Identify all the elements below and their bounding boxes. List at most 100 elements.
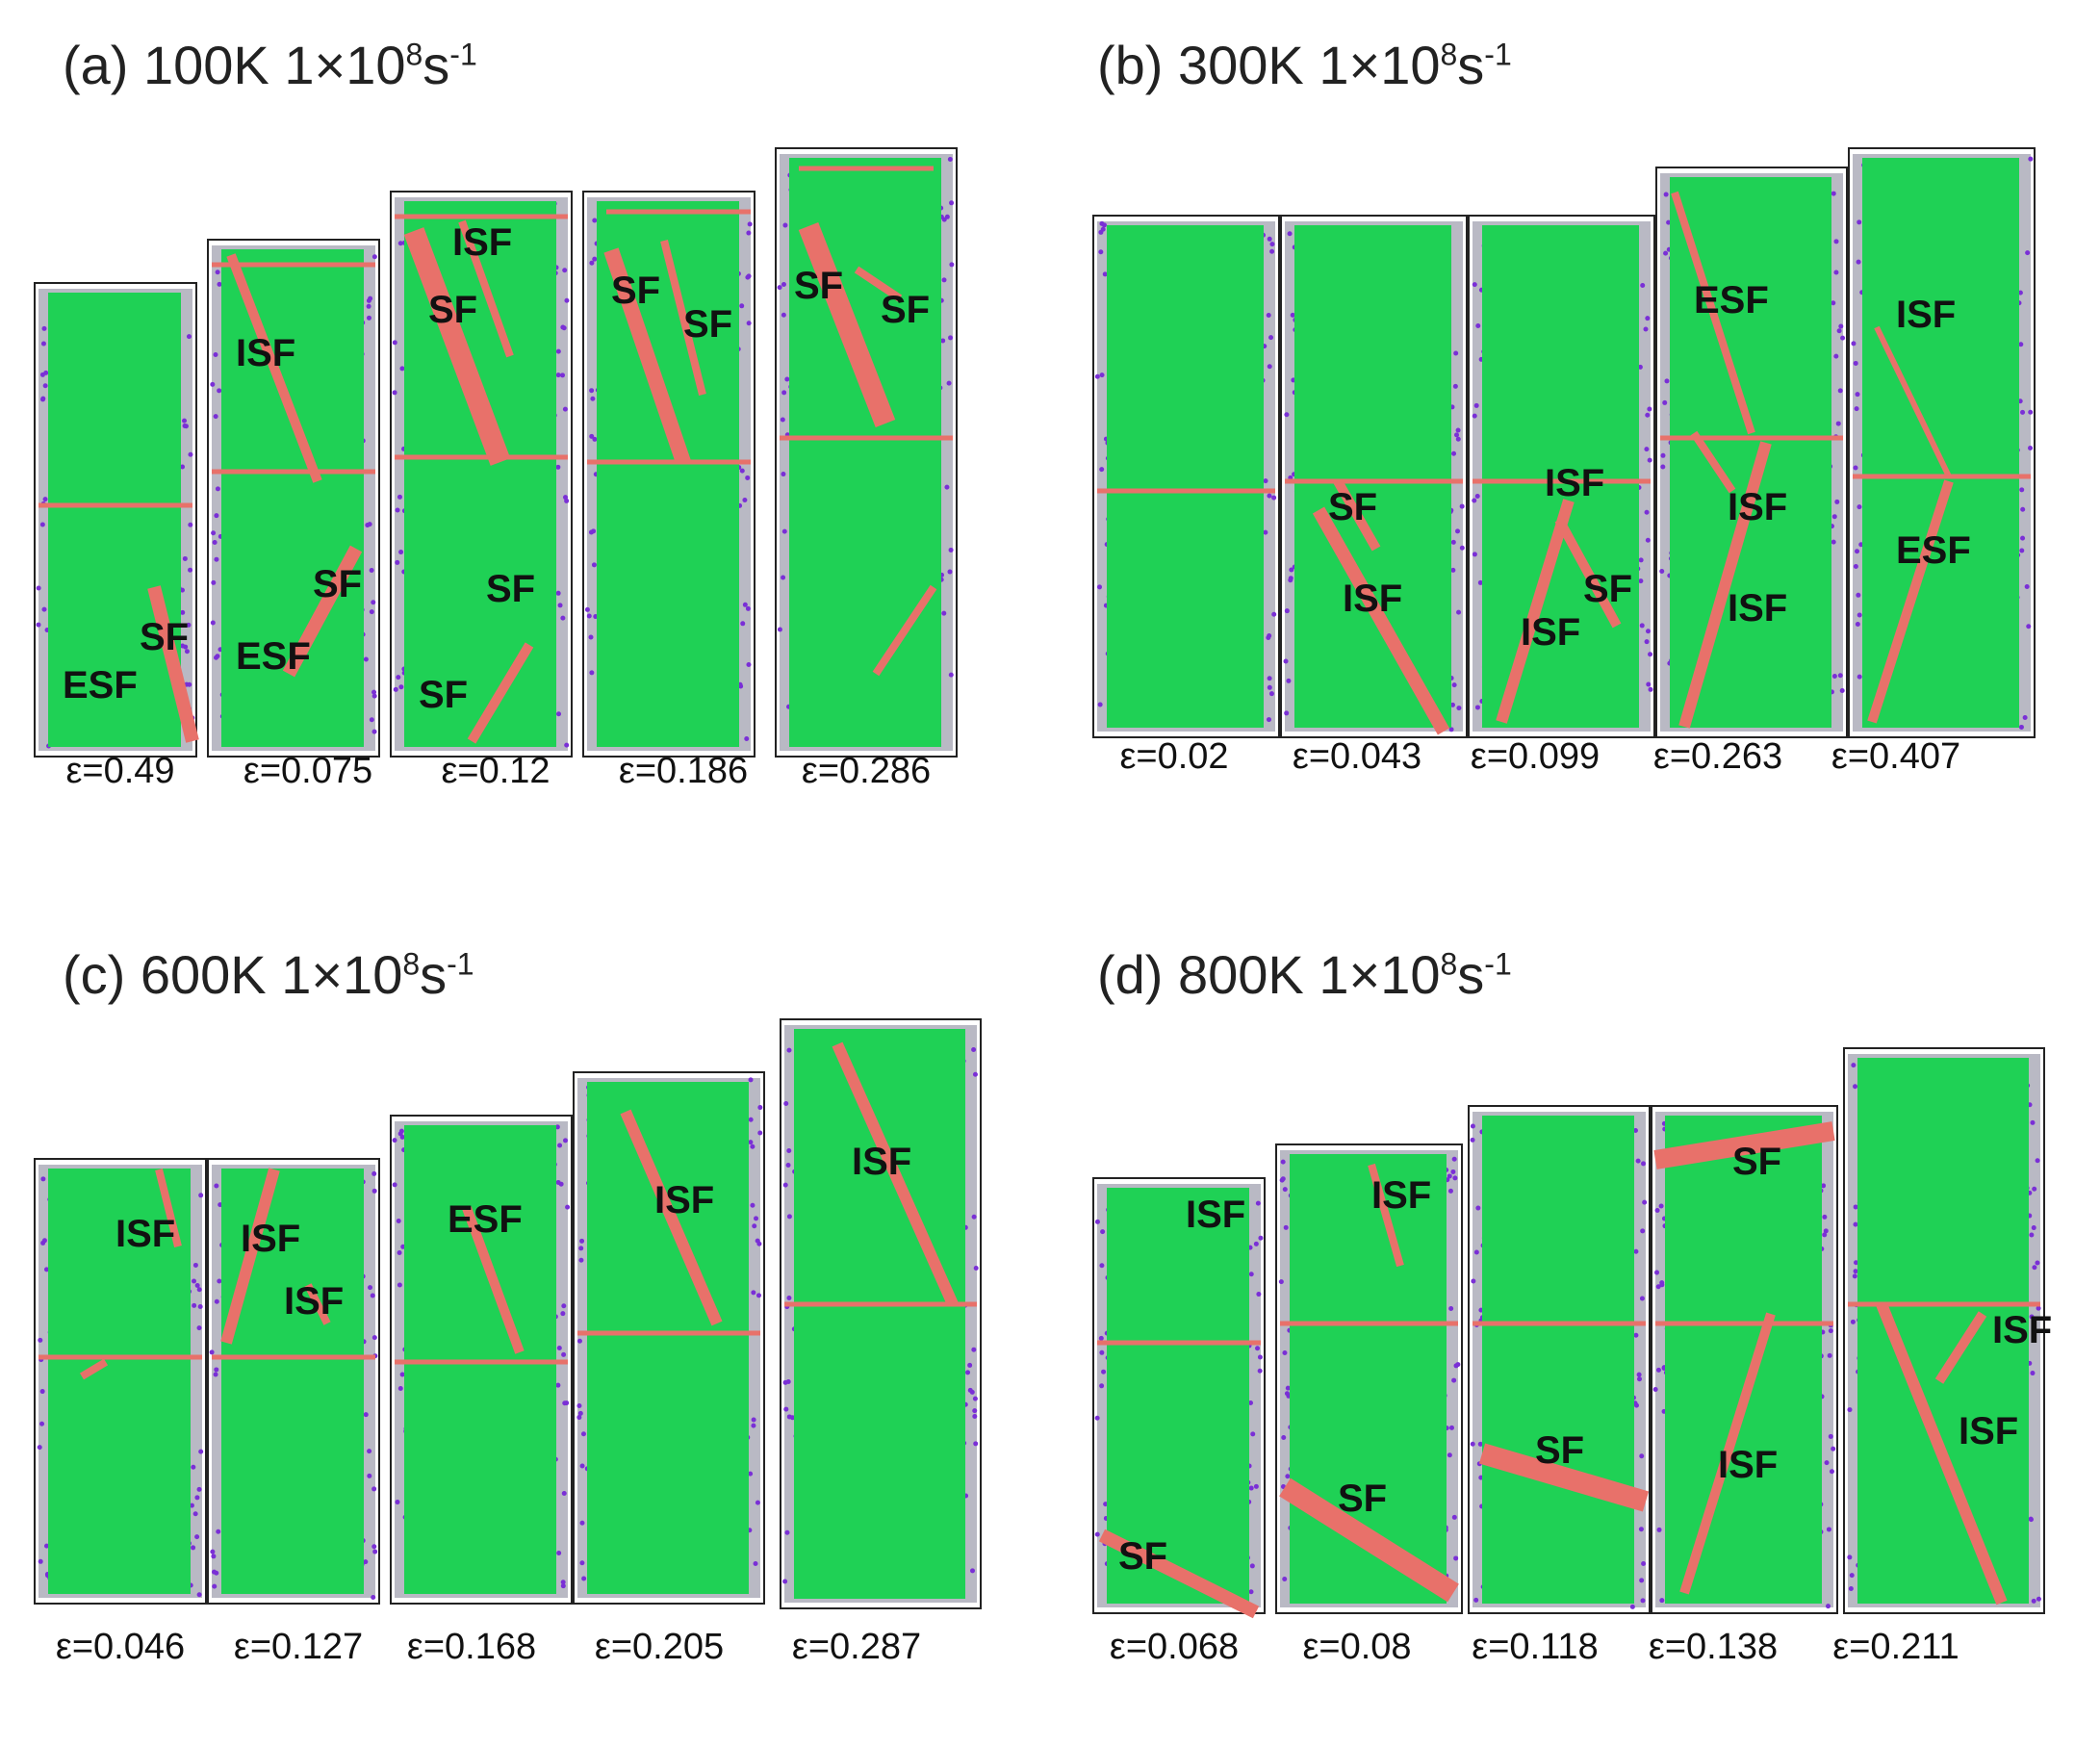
defect-atom — [1452, 1515, 1457, 1520]
defect-atom — [393, 340, 397, 345]
atomistic-snapshot: ISFSFISF — [1469, 216, 1654, 737]
defect-label: ISF — [1545, 462, 1604, 504]
defect-label: ISF — [1992, 1309, 2052, 1351]
defect-atom — [2019, 548, 2024, 552]
defect-atom — [745, 475, 750, 480]
defect-atom — [1655, 1208, 1660, 1213]
defect-atom — [739, 303, 744, 308]
defect-atom — [397, 1282, 402, 1287]
defect-atom — [2020, 410, 2025, 415]
defect-atom — [1641, 1598, 1646, 1603]
defect-atom — [187, 334, 192, 339]
panel-c: (c) 600K 1×108s-1 ISF ISF ISF ESF ISF ISF ε=0… — [10, 919, 1030, 1747]
defect-atom — [750, 1144, 755, 1149]
defect-atom — [1103, 271, 1108, 276]
defect-atom — [1645, 639, 1650, 644]
defect-atom — [212, 1570, 217, 1575]
panel-b: (b) 300K 1×108s-1 SF ISF ISF SF ISF ESF ISF ISF… — [1059, 10, 2079, 837]
defect-atom — [184, 424, 189, 428]
defect-atom — [216, 486, 220, 491]
defect-atom — [1834, 239, 1839, 244]
atomistic-snapshot: ISFESF — [1849, 148, 2035, 737]
defect-atom — [591, 528, 596, 533]
defect-atom — [368, 296, 372, 301]
defect-atom — [1473, 414, 1477, 419]
defect-atom — [210, 382, 215, 387]
defect-atom — [198, 1450, 203, 1454]
defect-atom — [2019, 725, 2024, 730]
fcc-region — [1862, 158, 2019, 728]
defect-atom — [1268, 335, 1273, 340]
atomistic-snapshot: SF SF — [776, 148, 957, 757]
defect-atom — [1099, 1383, 1104, 1388]
defect-label: ESF — [236, 635, 311, 678]
defect-atom — [945, 215, 950, 219]
defect-atom — [1095, 1532, 1100, 1537]
defect-atom — [1639, 1453, 1644, 1458]
defect-atom — [2029, 1517, 2034, 1522]
defect-atom — [1826, 1604, 1831, 1608]
defect-atom — [781, 576, 785, 580]
defect-atom — [947, 570, 952, 575]
defect-atom — [973, 1441, 978, 1446]
atomistic-snapshot: SFISF — [1652, 1106, 1837, 1613]
defect-atom — [563, 407, 568, 412]
defect-atom — [394, 687, 398, 692]
defect-atom — [562, 325, 567, 330]
defect-atom — [215, 1299, 219, 1304]
defect-atom — [751, 1424, 755, 1428]
defect-atom — [1282, 1350, 1287, 1355]
defect-atom — [1831, 192, 1836, 196]
atomistic-snapshot: ISFSFSFSF — [391, 192, 572, 757]
defect-atom — [1095, 1220, 1100, 1224]
defect-atom — [1657, 1528, 1662, 1532]
defect-atom — [1822, 1215, 1827, 1220]
defect-atom — [1833, 354, 1838, 359]
defect-label: SF — [1338, 1477, 1387, 1520]
fcc-region — [1482, 1116, 1634, 1604]
defect-atom — [1653, 1387, 1658, 1392]
defect-atom — [1449, 727, 1454, 732]
atomistic-snapshot: ISFISF — [1844, 1048, 2052, 1613]
defect-atom — [1284, 710, 1289, 715]
defect-atom — [1847, 1554, 1852, 1559]
defect-label: SF — [419, 674, 468, 716]
defect-atom — [191, 1545, 195, 1550]
defect-label: ISF — [284, 1280, 344, 1323]
defect-label: SF — [683, 303, 732, 346]
defect-atom — [1286, 679, 1291, 683]
defect-label: ISF — [452, 221, 512, 264]
defect-atom — [217, 282, 221, 287]
defect-atom — [1453, 384, 1458, 389]
defect-label: ISF — [1728, 587, 1787, 629]
defect-atom — [967, 1363, 972, 1368]
defect-atom — [973, 1072, 978, 1077]
defect-atom — [1099, 1336, 1104, 1341]
defect-atom — [1832, 514, 1837, 519]
defect-atom — [193, 1511, 198, 1516]
defect-atom — [754, 1561, 758, 1566]
defect-atom — [585, 607, 590, 612]
defect-atom — [752, 1223, 756, 1228]
defect-atom — [781, 417, 785, 422]
strain-label: ε=0.099 — [1471, 736, 1600, 778]
defect-atom — [1098, 249, 1103, 254]
defect-atom — [754, 1216, 758, 1220]
strain-label: ε=0.138 — [1649, 1627, 1778, 1668]
atomistic-snapshot: SF SF — [583, 192, 755, 757]
defect-atom — [1472, 498, 1476, 502]
defect-atom — [1249, 1589, 1254, 1594]
defect-atom — [746, 662, 751, 667]
defect-atom — [1857, 613, 1862, 618]
defect-atom — [781, 472, 785, 476]
defect-atom — [748, 1140, 753, 1144]
strain-label: ε=0.08 — [1302, 1627, 1411, 1668]
strain-label: ε=0.263 — [1653, 736, 1782, 778]
defect-atom — [1095, 1416, 1100, 1421]
defect-atom — [1855, 406, 1859, 411]
defect-atom — [1095, 374, 1100, 379]
defect-atom — [371, 600, 375, 604]
atomistic-snapshot: ISFISF — [208, 1159, 379, 1604]
defect-atom — [1833, 270, 1838, 275]
defect-atom — [757, 1131, 762, 1136]
